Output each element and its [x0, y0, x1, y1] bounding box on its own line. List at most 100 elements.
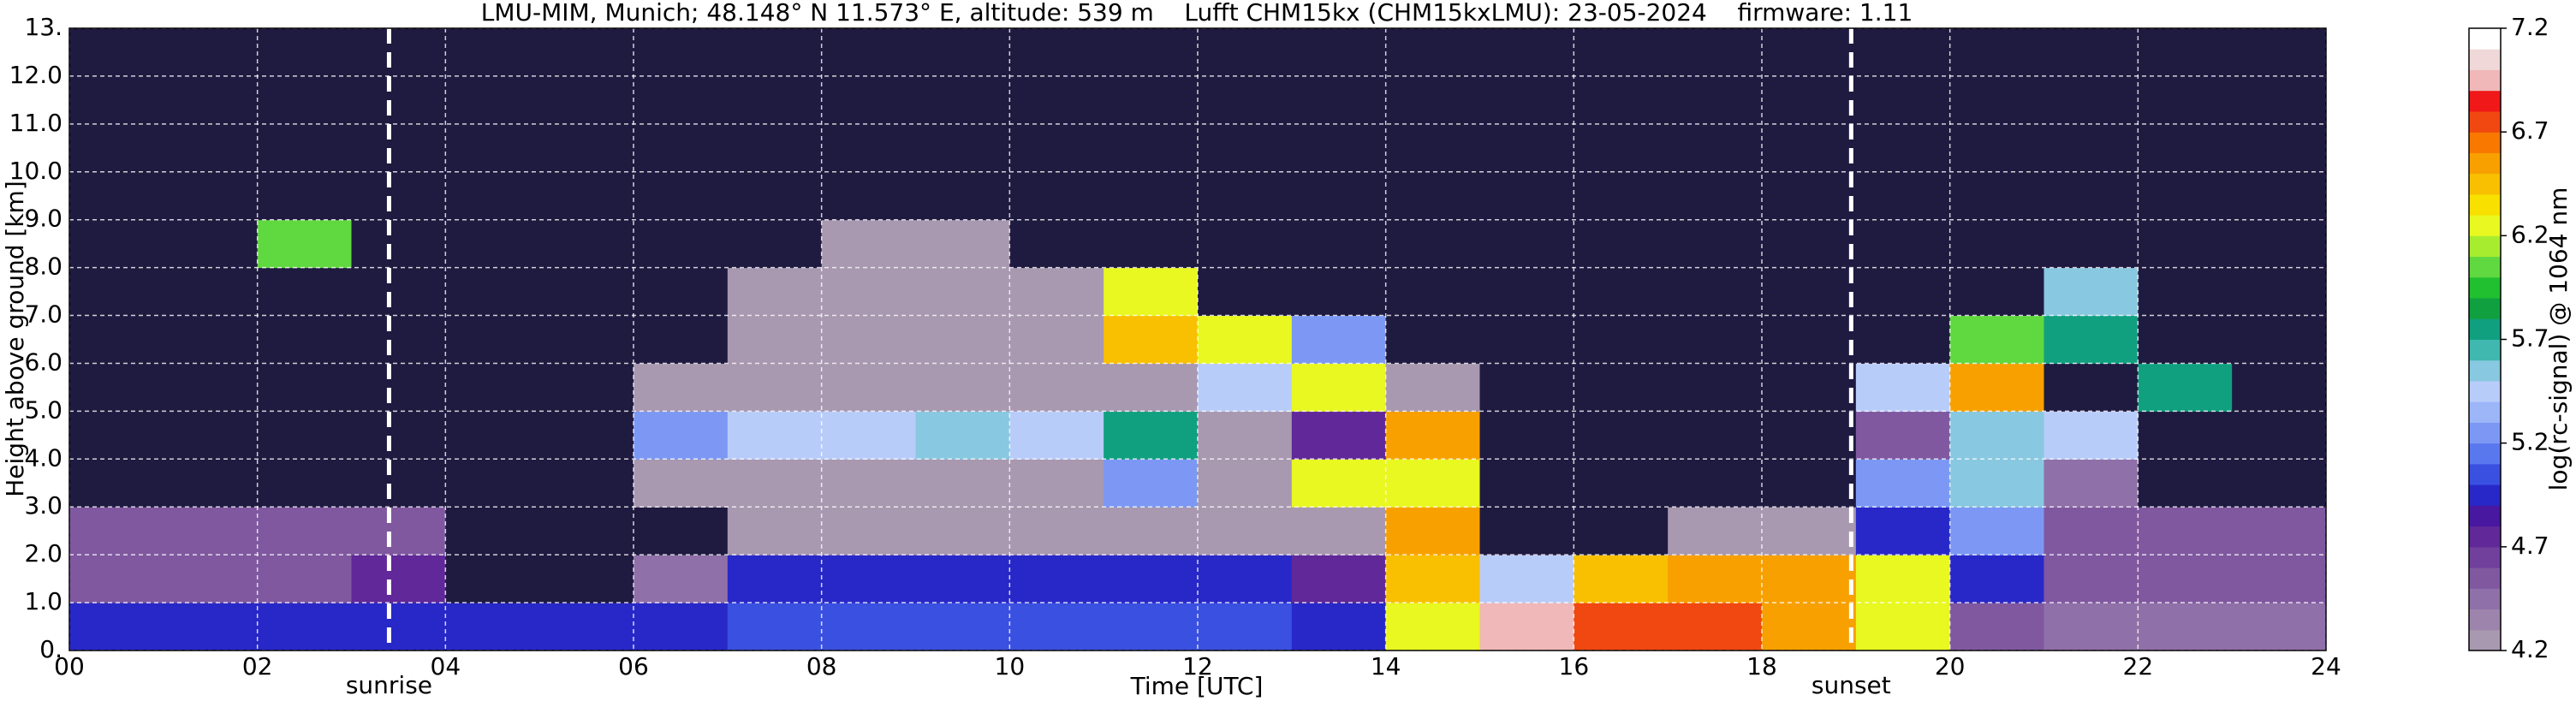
heatmap-cell [1949, 507, 2044, 556]
heatmap-cell [1574, 459, 1669, 508]
heatmap-cell [634, 171, 729, 221]
heatmap-cell [1855, 555, 1951, 603]
heatmap-cell [2138, 603, 2233, 651]
heatmap-cell [2044, 219, 2139, 269]
colorbar-tick-label: 7.2 [2511, 13, 2549, 41]
heatmap-cell [1104, 123, 1199, 173]
heatmap-cell [257, 315, 352, 364]
colorbar-swatch [2469, 484, 2501, 506]
heatmap-cell [351, 459, 446, 508]
heatmap-cell [1385, 75, 1480, 125]
heatmap-cell [915, 363, 1010, 412]
heatmap-cell [2138, 75, 2233, 125]
heatmap-cell [2232, 123, 2327, 173]
heatmap-cell [2044, 267, 2139, 317]
heatmap-cell [1668, 219, 1763, 269]
colorbar-swatch [2469, 49, 2501, 70]
heatmap-cell [1291, 603, 1387, 651]
colorbar-swatch [2469, 629, 2501, 651]
heatmap-cell [727, 75, 823, 125]
colorbar-swatch [2469, 276, 2501, 299]
y-tick-label: 4.0 [24, 443, 62, 472]
heatmap-cell [1949, 555, 2044, 603]
heatmap-cell [2044, 28, 2139, 77]
heatmap-cell [1009, 171, 1104, 221]
heatmap-cell [1668, 315, 1763, 364]
heatmap-cell [2232, 219, 2327, 269]
heatmap-cell [1574, 219, 1669, 269]
heatmap-cell [69, 28, 164, 77]
heatmap-cell [1668, 28, 1763, 77]
heatmap-cell [539, 267, 634, 317]
heatmap-cell [69, 507, 164, 556]
heatmap-cell [1855, 123, 1951, 173]
heatmap-cell [1385, 459, 1480, 508]
heatmap-cell [1762, 507, 1857, 556]
y-tick-label: 3.0 [24, 491, 62, 520]
heatmap-cell [634, 267, 729, 317]
heatmap-cell [1198, 459, 1293, 508]
heatmap-cell [1198, 267, 1293, 317]
heatmap-cell [1198, 555, 1293, 603]
heatmap-cell [1385, 507, 1480, 556]
heatmap-cell [2232, 75, 2327, 125]
heatmap-cell [1385, 123, 1480, 173]
heatmap-cell [1198, 603, 1293, 651]
colorbar-swatch [2469, 609, 2501, 631]
heatmap-cell [1855, 219, 1951, 269]
heatmap-cell [821, 363, 916, 412]
x-tick-label: 06 [618, 652, 649, 680]
colorbar-swatch [2469, 318, 2501, 340]
heatmap-cell [1479, 75, 1574, 125]
heatmap-cell [1009, 411, 1104, 460]
heatmap-cell [2232, 411, 2327, 460]
heatmap-cell [445, 363, 540, 412]
heatmap-cell [257, 363, 352, 412]
colorbar-tick-label: 5.7 [2511, 324, 2549, 353]
heatmap-cell [727, 267, 823, 317]
heatmap-cell [1479, 603, 1574, 651]
heatmap-cell [1762, 459, 1857, 508]
heatmap-cell [634, 507, 729, 556]
heatmap-cell [257, 219, 352, 269]
heatmap-cell [1949, 363, 2044, 412]
heatmap-cell [539, 459, 634, 508]
heatmap-cell [821, 267, 916, 317]
heatmap-cell [915, 219, 1010, 269]
x-tick-label: 12 [1182, 652, 1213, 680]
heatmap-cell [727, 315, 823, 364]
heatmap-cell [2232, 363, 2327, 412]
heatmap-cell [539, 507, 634, 556]
colorbar-swatch [2469, 90, 2501, 112]
heatmap-cell [2138, 411, 2233, 460]
heatmap-cell [1104, 315, 1199, 364]
colorbar-swatch [2469, 235, 2501, 258]
heatmap-cell [1479, 411, 1574, 460]
heatmap-cell [2138, 507, 2233, 556]
heatmap-cell [1855, 28, 1951, 77]
annotation-label: sunrise [346, 671, 432, 699]
heatmap-cell [821, 123, 916, 173]
y-axis-label: Height above ground [km] [1, 181, 29, 497]
x-tick-label: 10 [995, 652, 1026, 680]
heatmap-cell [351, 507, 446, 556]
heatmap-cell [1668, 603, 1763, 651]
heatmap-cell [915, 459, 1010, 508]
heatmap-cell [1855, 411, 1951, 460]
heatmap-cell [69, 219, 164, 269]
heatmap-cell [1762, 411, 1857, 460]
heatmap-cell [2138, 28, 2233, 77]
heatmap-cell [2232, 28, 2327, 77]
heatmap-cell [1949, 459, 2044, 508]
heatmap-cell [2232, 603, 2327, 651]
heatmap-cell [727, 555, 823, 603]
heatmap-cell [351, 315, 446, 364]
heatmap-cell [2044, 171, 2139, 221]
heatmap-cell [1198, 363, 1293, 412]
heatmap-cell [1104, 363, 1199, 412]
heatmap-cell [351, 555, 446, 603]
heatmap-cell [445, 555, 540, 603]
colorbar-swatch [2469, 215, 2501, 236]
heatmap-cell [1668, 459, 1763, 508]
heatmap-cell [2138, 267, 2233, 317]
